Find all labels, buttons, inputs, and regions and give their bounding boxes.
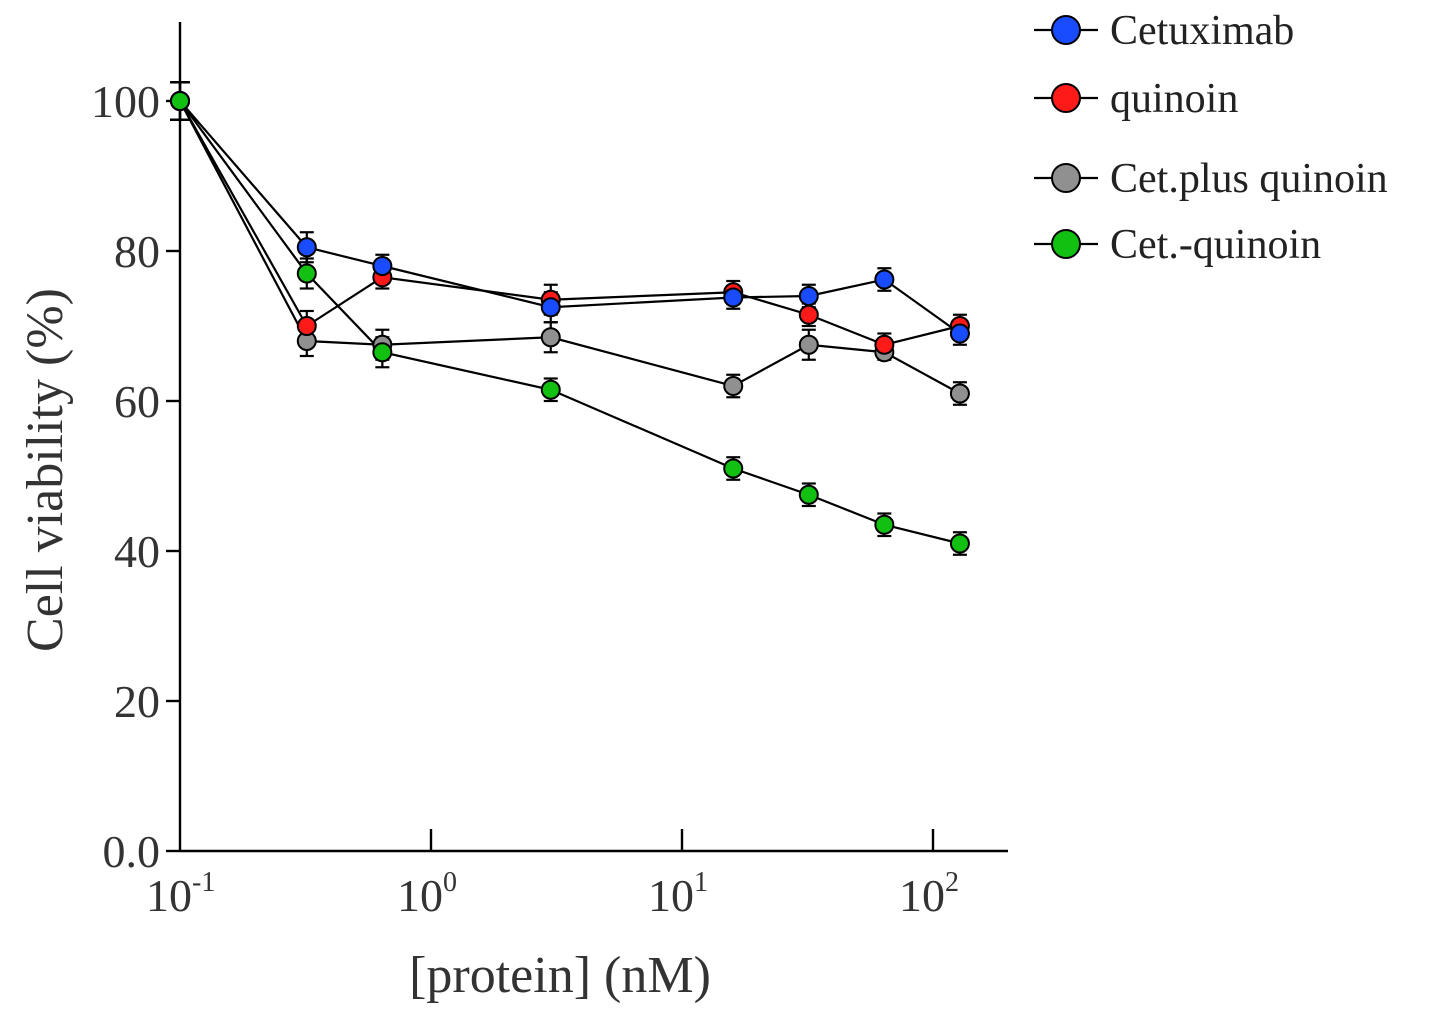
series-line-quinoin (179, 100, 961, 346)
data-point-cet-plus-quinoin (949, 383, 970, 404)
legend-item-cet-quinoin: Cet.-quinoin (1034, 222, 1321, 268)
x-tick-base: 10 (397, 870, 443, 921)
y-ticks: 0.0 20 40 60 80 100 (91, 76, 180, 877)
data-point-cet-quinoin (170, 91, 190, 111)
data-point-cet-plus-quinoin (540, 327, 561, 348)
y-tick-label: 80 (114, 226, 160, 277)
y-tick-label: 0.0 (103, 826, 161, 877)
data-point-cet-quinoin (949, 533, 970, 554)
data-point-cet-quinoin (723, 458, 744, 479)
series-line-cet-plus-quinoin (179, 100, 961, 395)
y-tick-label: 60 (114, 376, 160, 427)
legend-marker (1051, 163, 1081, 193)
data-point-cet-quinoin (874, 514, 895, 535)
x-tick-label: 10-1 (146, 867, 215, 921)
data-point-quinoin (296, 316, 317, 336)
y-tick-label: 40 (114, 526, 160, 577)
legend-marker (1051, 15, 1081, 45)
data-point-cetuximab (798, 286, 819, 306)
data-point-quinoin (874, 334, 895, 355)
legend-marker (1051, 229, 1081, 259)
data-point-cet-plus-quinoin (798, 334, 819, 355)
data-point-cetuximab (723, 287, 744, 308)
data-point-cet-quinoin (296, 263, 317, 284)
legend-label: quinoin (1110, 76, 1238, 122)
x-tick-label: 101 (648, 867, 708, 921)
legend-marker (1051, 83, 1081, 113)
x-tick-label: 100 (397, 867, 457, 921)
data-point-cetuximab (372, 256, 393, 276)
data-point-cet-plus-quinoin (723, 376, 744, 396)
legend: Cetuximab quinoin Cet.plus quinoin Cet.-qui… (1034, 8, 1388, 268)
x-tick-base: 10 (146, 870, 192, 921)
y-tick-label: 100 (91, 76, 160, 127)
series-line-cetuximab (179, 100, 961, 335)
data-point-cet-quinoin (798, 484, 819, 505)
data-point-cetuximab (540, 297, 561, 318)
axes (178, 22, 1008, 853)
data-point-cetuximab (949, 323, 970, 344)
data-point-cet-quinoin (372, 342, 393, 363)
x-tick-base: 10 (648, 870, 694, 921)
legend-item-cet-plus-quinoin: Cet.plus quinoin (1034, 156, 1388, 202)
x-ticks: 10-1 100 101 102 (146, 829, 959, 921)
data-point-cetuximab (874, 269, 895, 290)
series-markers (170, 91, 970, 554)
x-tick-exponent: 1 (694, 867, 708, 898)
legend-item-cetuximab: Cetuximab (1034, 8, 1294, 54)
x-tick-exponent: -1 (192, 867, 215, 898)
legend-label: Cetuximab (1110, 8, 1294, 54)
x-tick-base: 10 (899, 870, 945, 921)
legend-label: Cet.plus quinoin (1110, 156, 1388, 202)
x-tick-exponent: 2 (945, 867, 959, 898)
series-lines (179, 100, 961, 545)
x-tick-label: 102 (899, 867, 959, 921)
y-axis-title: Cell viability (%) (17, 288, 74, 652)
legend-label: Cet.-quinoin (1110, 222, 1321, 268)
legend-item-quinoin: quinoin (1034, 76, 1238, 122)
y-tick-label: 20 (114, 676, 160, 727)
series-line-cet-quinoin (179, 100, 961, 545)
data-point-cetuximab (296, 237, 317, 258)
x-axis-title: [protein] (nM) (409, 947, 711, 1004)
data-point-cet-quinoin (540, 379, 561, 400)
series-error-bars (170, 81, 967, 556)
data-point-quinoin (798, 304, 819, 325)
x-tick-exponent: 0 (443, 867, 457, 898)
